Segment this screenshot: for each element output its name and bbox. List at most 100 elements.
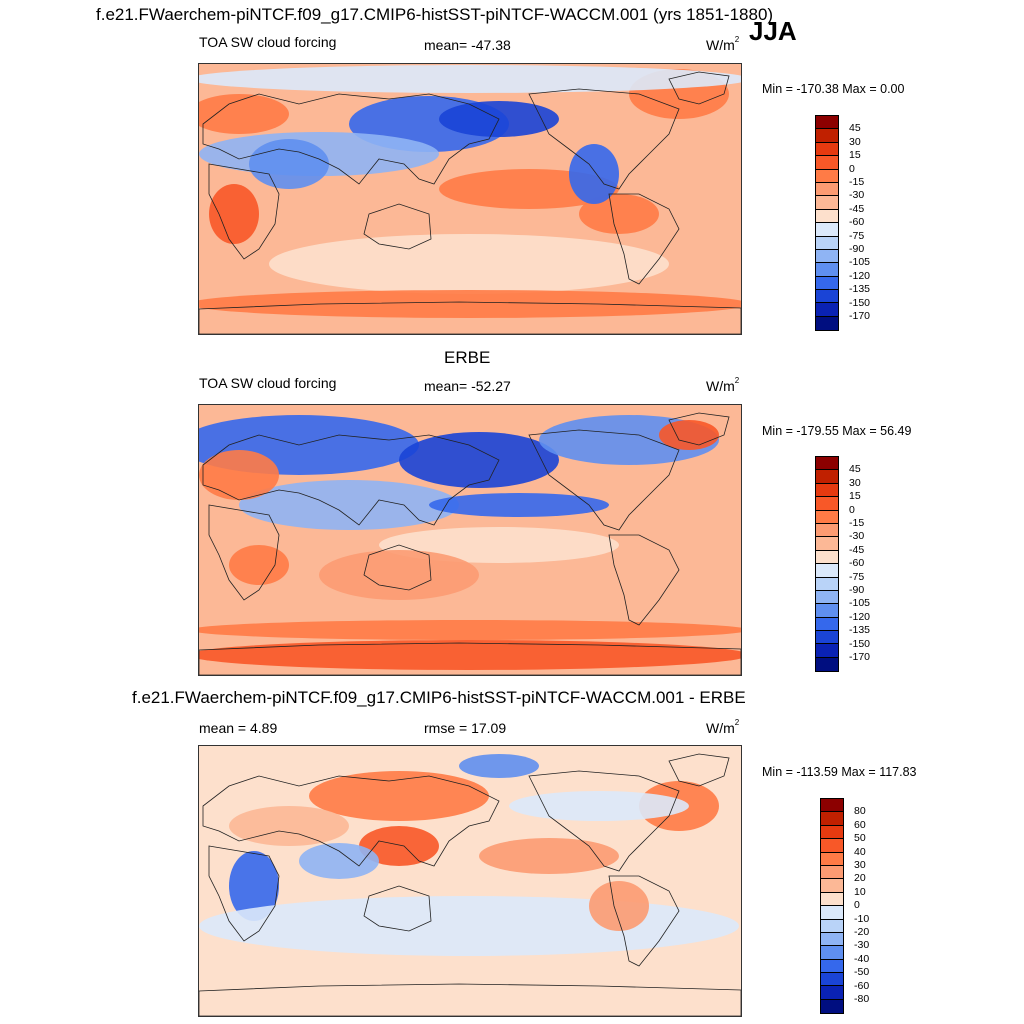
- colorbar-tick-label: -60: [849, 216, 865, 229]
- colorbar-swatch: [816, 290, 838, 304]
- colorbar-swatch: [816, 550, 838, 565]
- colorbar-tick-label: -135: [849, 624, 871, 637]
- colorbar-tick-label: -75: [849, 570, 865, 583]
- colorbar: [820, 798, 844, 1015]
- colorbar-swatch: [816, 182, 838, 197]
- colorbar-swatch: [821, 946, 843, 960]
- colorbar-swatch: [821, 999, 843, 1014]
- panel-left-label: mean = 4.89: [199, 720, 278, 736]
- colorbar-tick-label: -90: [849, 243, 865, 255]
- colorbar: [815, 456, 839, 673]
- field-region: [359, 826, 439, 866]
- field-region: [429, 493, 609, 517]
- field-region: [209, 184, 259, 244]
- colorbar-tick-label: 45: [849, 463, 861, 476]
- coastline: [363, 203, 432, 250]
- colorbar-swatch: [816, 644, 838, 658]
- coastline: [208, 504, 280, 601]
- colorbar-swatch: [816, 209, 838, 224]
- main-title: f.e21.FWaerchem-piNTCF.f09_g17.CMIP6-his…: [96, 5, 774, 24]
- colorbar-tick-label: -90: [849, 584, 865, 596]
- colorbar-tick-label: -45: [849, 543, 865, 556]
- colorbar-swatch: [816, 470, 838, 484]
- field-region: [199, 896, 739, 956]
- colorbar-tick-label: 30: [854, 859, 866, 871]
- field-region: [229, 851, 279, 921]
- colorbar-swatch: [816, 263, 838, 277]
- colorbar-swatch: [816, 156, 838, 170]
- colorbar-tick-label: -10: [854, 912, 870, 925]
- field-region: [269, 234, 669, 294]
- colorbar-swatch: [821, 906, 843, 920]
- field-region: [229, 545, 289, 585]
- colorbar-swatch: [816, 604, 838, 618]
- colorbar-tick-label: 60: [854, 818, 866, 831]
- colorbar-tick-label: -60: [849, 557, 865, 570]
- coastline: [208, 163, 280, 260]
- coastline: [608, 534, 680, 626]
- colorbar-tick-label: 80: [854, 805, 866, 818]
- coastline: [528, 88, 680, 190]
- colorbar-tick-label: -150: [849, 296, 871, 309]
- colorbar-tick-label: -135: [849, 283, 871, 296]
- panel-left-label: TOA SW cloud forcing: [199, 375, 337, 391]
- colorbar-swatch: [821, 932, 843, 947]
- colorbar-swatch: [816, 577, 838, 591]
- colorbar-swatch: [816, 657, 838, 672]
- coastline: [208, 845, 280, 942]
- colorbar-tick-label: -105: [849, 597, 871, 610]
- field-region: [579, 194, 659, 234]
- heatmap-map: [198, 63, 742, 335]
- colorbar-swatch: [821, 812, 843, 826]
- colorbar-swatch: [816, 564, 838, 578]
- panel-minmax: Min = -179.55 Max = 56.49: [762, 424, 912, 438]
- map-svg: [199, 64, 741, 334]
- colorbar: [815, 115, 839, 332]
- coastline: [608, 875, 680, 967]
- colorbar-swatch: [816, 617, 838, 632]
- colorbar-swatch: [816, 249, 838, 264]
- coastline: [608, 193, 680, 285]
- colorbar-tick-label: 40: [854, 845, 866, 858]
- field-region: [309, 771, 489, 821]
- colorbar-tick-label: 30: [849, 476, 861, 489]
- field-region: [319, 550, 479, 600]
- colorbar-swatch: [816, 129, 838, 143]
- panel-minmax: Min = -170.38 Max = 0.00: [762, 82, 905, 96]
- map-svg: [199, 746, 741, 1016]
- panel-units: W/m2: [706, 35, 740, 53]
- colorbar-tick-label: 30: [849, 135, 861, 148]
- colorbar-tick-label: -30: [849, 189, 865, 202]
- colorbar-swatch: [816, 316, 838, 331]
- map-svg: [199, 405, 741, 675]
- colorbar-swatch: [821, 892, 843, 907]
- panel-units: W/m2: [706, 376, 740, 394]
- heatmap-map: [198, 404, 742, 676]
- coastline: [202, 434, 500, 526]
- colorbar-swatch: [821, 799, 843, 813]
- colorbar-tick-label: -30: [849, 530, 865, 543]
- panel-title: ERBE: [444, 348, 491, 367]
- colorbar-tick-label: 0: [849, 162, 855, 175]
- coastline: [363, 544, 432, 591]
- coastline: [668, 71, 730, 105]
- colorbar-tick-label: -170: [849, 651, 871, 663]
- season-label: JJA: [749, 16, 797, 46]
- colorbar-swatch: [816, 457, 838, 471]
- panel-mean: mean= -47.38: [424, 37, 511, 53]
- field-region: [509, 791, 689, 821]
- field-region: [199, 94, 289, 134]
- field-region: [459, 754, 539, 778]
- field-region: [569, 144, 619, 204]
- colorbar-tick-label: 15: [849, 490, 861, 503]
- colorbar-swatch: [821, 986, 843, 1000]
- colorbar-swatch: [816, 236, 838, 250]
- colorbar-swatch: [816, 169, 838, 183]
- colorbar-swatch: [816, 523, 838, 538]
- colorbar-tick-label: -105: [849, 256, 871, 269]
- colorbar-tick-label: -150: [849, 637, 871, 650]
- field-region: [589, 881, 649, 931]
- coastline: [363, 885, 432, 932]
- colorbar-swatch: [816, 537, 838, 551]
- field-region: [299, 843, 379, 879]
